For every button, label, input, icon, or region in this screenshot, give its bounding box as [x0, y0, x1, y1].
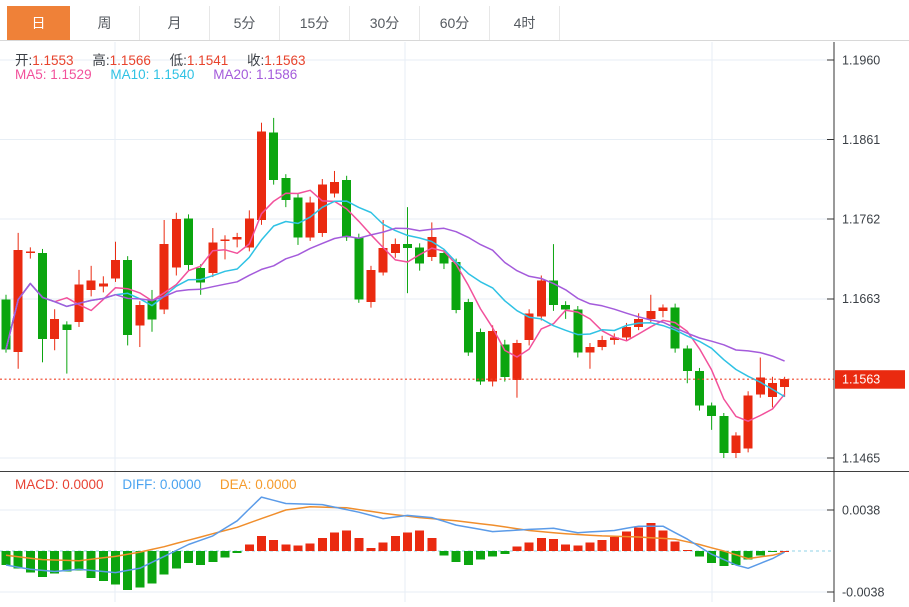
ma10-label: MA10: [110, 67, 150, 82]
open-label: 开: [15, 53, 33, 68]
tab-5min[interactable]: 5分 [210, 6, 280, 40]
dea-label: DEA: [219, 477, 252, 492]
ma5-label: MA5: [15, 67, 47, 82]
svg-text:1.1563: 1.1563 [842, 373, 880, 387]
tab-60min[interactable]: 60分 [420, 6, 490, 40]
svg-text:1.1465: 1.1465 [842, 451, 880, 465]
ma20-value: 1.1586 [256, 67, 298, 82]
ma-readout: MA5: 1.1529 MA10: 1.1540 MA20: 1.1586 [15, 67, 312, 82]
diff-label: DIFF: [122, 477, 157, 492]
ma10-line [5, 200, 785, 398]
current-price-tag: 1.1563 [835, 370, 905, 389]
tab-15min[interactable]: 15分 [280, 6, 350, 40]
tab-30min[interactable]: 30分 [350, 6, 420, 40]
diff-line [5, 496, 785, 574]
tab-week[interactable]: 周 [70, 6, 140, 40]
close-value: 1.1563 [264, 53, 306, 68]
svg-text:1.1762: 1.1762 [842, 213, 880, 227]
ma5-value: 1.1529 [50, 67, 92, 82]
ohlc-readout: 开:1.1553 高:1.1566 低:1.1541 收:1.1563 [15, 49, 321, 69]
tab-month[interactable]: 月 [140, 6, 210, 40]
svg-text:1.1861: 1.1861 [842, 133, 880, 147]
tab-day[interactable]: 日 [7, 6, 70, 40]
diff-value: 0.0000 [159, 477, 202, 492]
macd-value: 0.0000 [62, 477, 104, 492]
dea-line [5, 506, 785, 562]
svg-text:0.0038: 0.0038 [842, 503, 880, 517]
axis-labels: 1.1960 1.1861 1.1762 1.1663 1.1465 0.0038 -0.0… [827, 53, 884, 599]
svg-text:1.1663: 1.1663 [842, 292, 880, 306]
ma20-line [5, 227, 785, 362]
ma5-line [5, 189, 786, 422]
tab-4hour[interactable]: 4时 [490, 6, 560, 40]
svg-text:1.1960: 1.1960 [842, 53, 880, 67]
low-value: 1.1541 [186, 53, 229, 68]
ma20-label: MA20: [213, 67, 253, 82]
macd-label: MACD: [15, 477, 59, 492]
ma10-value: 1.1540 [153, 67, 195, 82]
high-value: 1.1566 [109, 53, 151, 68]
macd-readout: MACD: 0.0000 DIFF: 0.0000 DEA: 0.0000 [15, 477, 311, 492]
dea-value: 0.0000 [255, 477, 297, 492]
period-tabbar: 日 周 月 5分 15分 30分 60分 4时 [0, 0, 909, 41]
high-label: 高: [92, 53, 110, 68]
close-label: 收: [246, 53, 265, 68]
svg-text:-0.0038: -0.0038 [842, 585, 884, 599]
low-label: 低: [169, 53, 187, 68]
open-value: 1.1553 [32, 53, 74, 68]
